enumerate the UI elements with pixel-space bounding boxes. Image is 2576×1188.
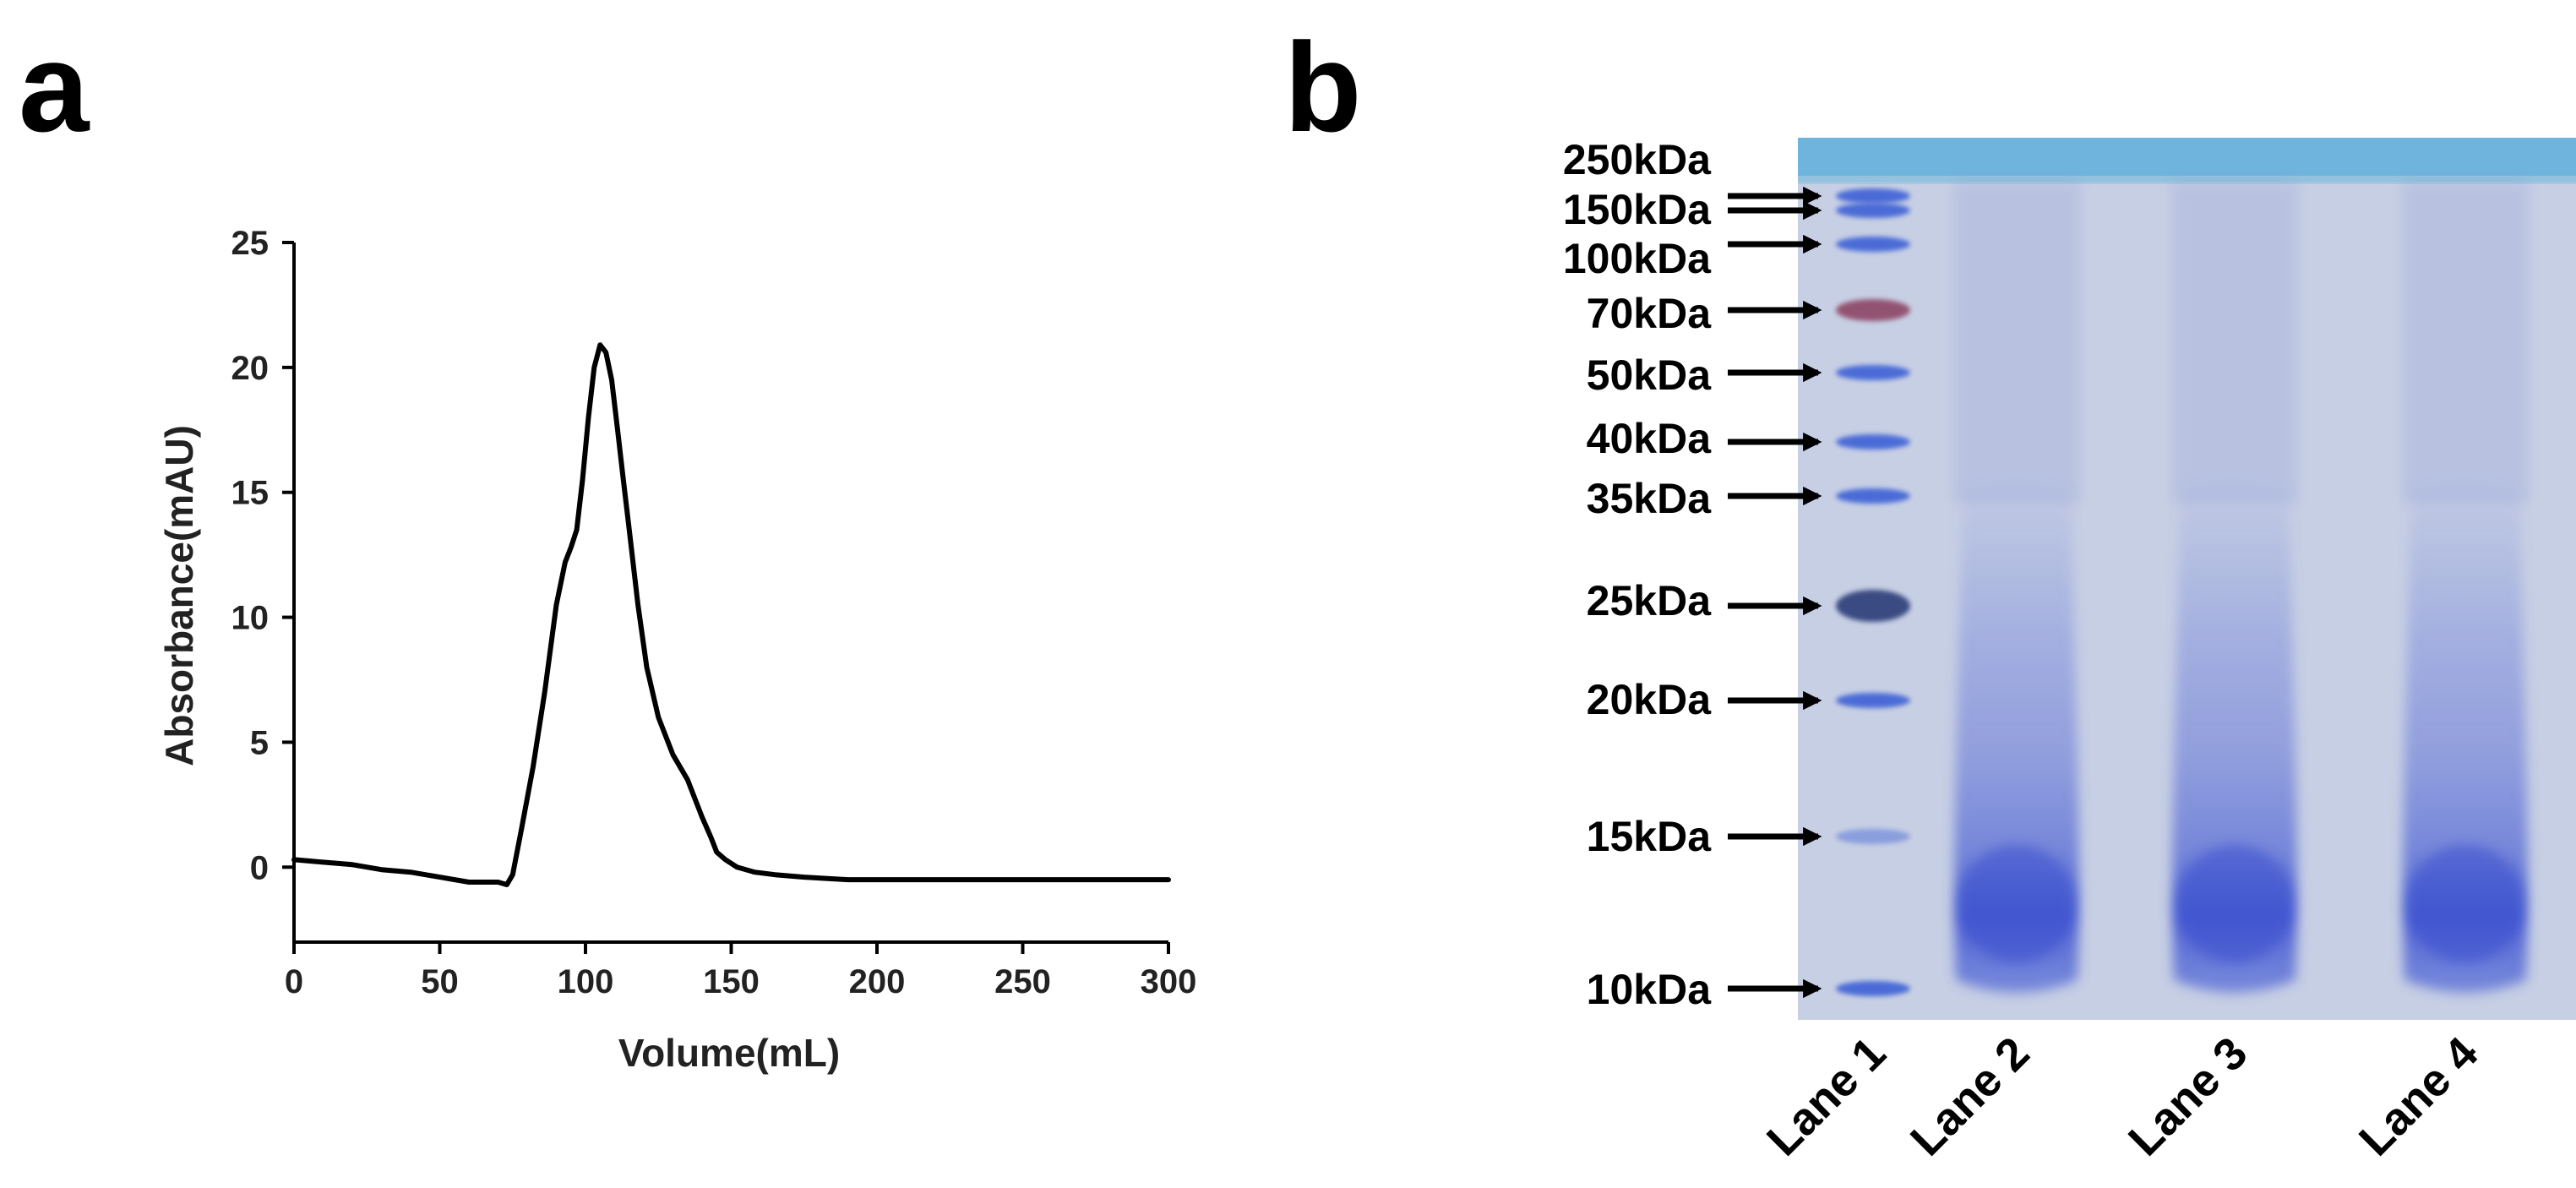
y-axis-title: Absorbance(mAU) bbox=[157, 425, 201, 766]
panel-label-a: a bbox=[19, 16, 90, 158]
y-tick-label: 10 bbox=[231, 600, 270, 637]
x-tick-label: 250 bbox=[994, 963, 1051, 1000]
y-tick-label: 25 bbox=[231, 225, 270, 262]
sds-page-gel bbox=[1798, 138, 2576, 1020]
lane-label: Lane 2 bbox=[1901, 1027, 2039, 1165]
x-tick-label: 150 bbox=[703, 963, 760, 1000]
x-tick-label: 100 bbox=[558, 963, 614, 1000]
ladder-band bbox=[1836, 365, 1910, 380]
marker-label: 25kDa bbox=[1587, 577, 1713, 624]
lane-label: Lane 1 bbox=[1757, 1027, 1895, 1165]
sample-smear-upper bbox=[1953, 182, 2080, 503]
sample-smear-core bbox=[2176, 845, 2294, 963]
sample-smear-core bbox=[2406, 845, 2524, 963]
x-tick-label: 300 bbox=[1141, 963, 1197, 1000]
y-tick-label: 5 bbox=[250, 724, 269, 761]
y-tick-label: 15 bbox=[231, 475, 270, 512]
sample-smear-upper bbox=[2402, 182, 2529, 503]
marker-label: 70kDa bbox=[1587, 290, 1713, 337]
ladder-band bbox=[1836, 488, 1910, 504]
marker-label: 20kDa bbox=[1587, 676, 1713, 723]
ladder-band bbox=[1836, 981, 1910, 996]
ladder-bands bbox=[1836, 188, 1910, 996]
ladder-band bbox=[1836, 829, 1910, 844]
lane-label: Lane 4 bbox=[2350, 1027, 2487, 1165]
sample-smear-upper bbox=[2171, 182, 2298, 503]
sample-smear-core bbox=[1958, 845, 2076, 963]
absorbance-trace bbox=[291, 342, 1171, 887]
gel-top-band bbox=[1798, 138, 2576, 182]
marker-label: 250kDa bbox=[1563, 136, 1712, 183]
sample-smears bbox=[1953, 182, 2529, 993]
x-axis-title: Volume(mL) bbox=[618, 1031, 840, 1075]
chromatogram-axes bbox=[292, 243, 1168, 944]
x-tick-label: 0 bbox=[285, 963, 303, 1000]
x-tick-label: 200 bbox=[849, 963, 906, 1000]
panel-label-b: b bbox=[1284, 16, 1362, 158]
y-tick-label: 20 bbox=[231, 350, 270, 387]
ladder-band bbox=[1836, 590, 1910, 622]
ladder-band bbox=[1836, 188, 1910, 204]
marker-label: 150kDa bbox=[1563, 186, 1712, 233]
lane-labels: Lane 1 Lane 2 Lane 3 Lane 4 bbox=[1757, 1027, 2487, 1165]
ladder-band bbox=[1836, 299, 1910, 321]
ladder-band bbox=[1836, 693, 1910, 708]
ladder-band bbox=[1836, 237, 1910, 252]
marker-label: 15kDa bbox=[1587, 813, 1713, 860]
marker-label: 50kDa bbox=[1587, 351, 1713, 399]
chromatogram-ticks: 0 50 100 150 200 250 300 0 5 10 15 20 25 bbox=[231, 225, 1197, 1000]
gel-top-band-edge bbox=[1798, 176, 2576, 184]
ladder-band bbox=[1836, 203, 1910, 218]
lane-label: Lane 3 bbox=[2119, 1027, 2257, 1165]
marker-label: 35kDa bbox=[1587, 475, 1713, 522]
ladder-band bbox=[1836, 434, 1910, 450]
x-tick-label: 50 bbox=[421, 963, 459, 1000]
marker-label: 100kDa bbox=[1563, 235, 1712, 282]
y-tick-label: 0 bbox=[250, 849, 269, 886]
marker-label: 10kDa bbox=[1587, 966, 1713, 1013]
marker-label: 40kDa bbox=[1587, 415, 1713, 462]
